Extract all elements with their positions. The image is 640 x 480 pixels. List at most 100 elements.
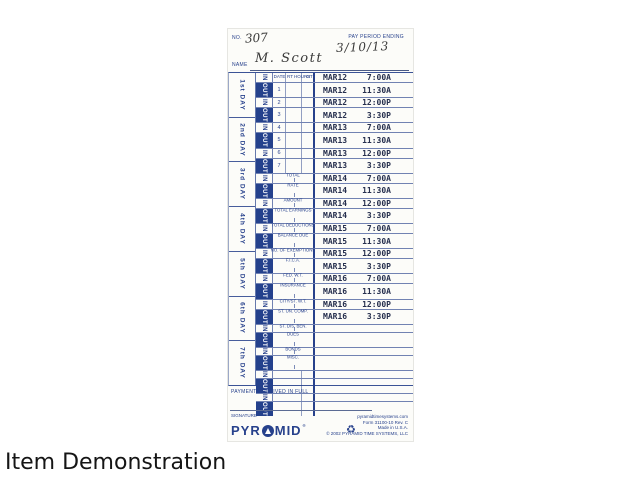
in-out-label: OUT: [261, 402, 267, 417]
in-cell: IN: [256, 347, 273, 355]
out-cell: OUT: [256, 133, 273, 148]
stamp-date: MAR13: [323, 123, 348, 133]
signature-line: [230, 410, 372, 411]
mid-cell: DATE RT HOURS OT: [273, 73, 313, 82]
stamp-time: 3:30P: [366, 261, 391, 271]
timecard-table: 1st DAY 2nd DAY 3rd DAY 4th DAY 5th DAY …: [228, 72, 413, 417]
column-divider: [301, 158, 302, 173]
time-stamp-cell: [313, 379, 413, 394]
in-cell: IN: [256, 148, 273, 158]
in-out-label: OUT: [261, 108, 267, 123]
day-section: 6th DAY: [229, 297, 255, 342]
in-out-label: OUT: [261, 208, 267, 224]
mid-cell: ST. DIS. BEN.: [273, 325, 313, 332]
time-stamp-cell: MAR14 7:00A: [313, 173, 413, 183]
label-tick: [294, 192, 295, 197]
column-divider: [301, 394, 302, 402]
card-number-value: 307: [244, 30, 269, 46]
stamp-date: MAR13: [323, 135, 348, 145]
date-number: 3: [277, 112, 281, 119]
rows: IN DATE RT HOURS OT MAR12 7:00A OUT 1 MAR12…: [256, 73, 413, 417]
mid-cell: [273, 402, 313, 417]
out-cell: OUT: [256, 284, 273, 299]
column-divider: [301, 123, 302, 133]
stamp-time: 11:30A: [362, 85, 391, 95]
column-divider: [285, 83, 286, 98]
column-divider: [285, 73, 286, 82]
time-stamp-cell: MAR13 12:00P: [313, 148, 413, 158]
stamp-time: 7:00A: [366, 173, 391, 183]
stamp-time: 11:30A: [362, 286, 391, 296]
stamp-time: 12:00P: [362, 148, 391, 158]
time-row: IN 4 MAR13 7:00A: [256, 123, 413, 134]
summary-label: ST. UN. COMP.: [278, 309, 308, 315]
label-tick: [294, 341, 295, 346]
fine-print-line: Form 31100-10 Rev. C: [362, 419, 408, 425]
time-stamp-cell: MAR12 3:30P: [313, 108, 413, 123]
in-cell: IN: [256, 299, 273, 309]
time-stamp-cell: MAR14 11:30A: [313, 183, 413, 198]
column-divider: [285, 158, 286, 173]
summary-label: F.I.C.A.: [285, 259, 301, 264]
time-row: IN TOTAL DEDUCTIONS MAR15 7:00A: [256, 224, 413, 235]
day-section: 1st DAY: [229, 73, 255, 118]
time-stamp-cell: [313, 347, 413, 355]
stamp-time: 11:30A: [362, 186, 391, 196]
stamp-date: MAR12: [323, 85, 348, 95]
summary-label: CITY/ST. W.T.: [279, 299, 307, 305]
fine-print-line: pyramidtimesystems.com: [357, 414, 408, 419]
time-row: IN ST. DIS. BEN.: [256, 324, 413, 333]
label-tick: [294, 349, 295, 354]
time-row: OUT: [256, 379, 413, 395]
mid-cell: 6: [273, 148, 313, 158]
out-cell: OUT: [256, 379, 273, 394]
summary-label: ST. DIS. BEN.: [279, 324, 307, 330]
mid-cell: AMOUNT: [273, 199, 313, 208]
in-out-label: OUT: [261, 332, 267, 347]
in-out-label: OUT: [261, 259, 267, 274]
stamp-time: 3:30P: [366, 110, 391, 120]
in-cell: IN: [256, 224, 273, 234]
time-stamp-cell: [313, 371, 413, 379]
fine-print: pyramidtimesystems.com Form 31100-10 Rev.…: [326, 414, 408, 436]
out-cell: OUT: [256, 309, 273, 324]
in-cell: IN: [256, 198, 273, 208]
in-out-label: IN: [261, 99, 267, 107]
stamp-time: 3:30P: [366, 312, 391, 322]
out-cell: OUT: [256, 83, 273, 98]
summary-label: TOTAL: [286, 173, 300, 179]
day-label: 5th DAY: [238, 257, 246, 290]
mid-cell: 4: [273, 123, 313, 133]
label-tick: [294, 228, 295, 233]
in-out-label: OUT: [261, 234, 267, 249]
label-tick: [294, 243, 295, 248]
in-cell: IN: [256, 249, 273, 259]
time-row: OUT 1 MAR12 11:30A: [256, 83, 413, 99]
time-stamp-cell: MAR15 3:30P: [313, 259, 413, 274]
stamp-date: MAR12: [323, 98, 348, 108]
in-out-label: IN: [261, 394, 267, 402]
mid-cell: TOTAL: [273, 174, 313, 183]
time-stamp-cell: MAR15 11:30A: [313, 234, 413, 249]
registered-mark: ®: [302, 423, 307, 428]
column-divider: [285, 133, 286, 148]
out-cell: OUT: [256, 158, 273, 173]
time-row: IN AMOUNT MAR14 12:00P: [256, 198, 413, 209]
label-tick: [294, 293, 295, 298]
mid-cell: 7: [273, 158, 313, 173]
mid-cell: 2: [273, 98, 313, 108]
time-stamp-cell: [313, 394, 413, 402]
time-row: OUT INSURANCE MAR16 11:30A: [256, 284, 413, 300]
in-cell: IN: [256, 173, 273, 183]
in-cell: IN: [256, 123, 273, 133]
day-label: 3rd DAY: [238, 168, 246, 201]
pyramid-triangle-icon: [261, 424, 274, 437]
pay-period-label: PAY PERIOD ENDING: [348, 34, 404, 40]
mid-cell: NO. OF EXEMPTIONS: [271, 249, 315, 258]
label-tick: [294, 303, 295, 308]
time-stamp-cell: [313, 324, 413, 332]
day-section: 7th DAY: [229, 341, 255, 385]
column-header: RT: [287, 74, 293, 79]
stamp-date: MAR15: [323, 249, 348, 259]
column-divider: [285, 148, 286, 158]
